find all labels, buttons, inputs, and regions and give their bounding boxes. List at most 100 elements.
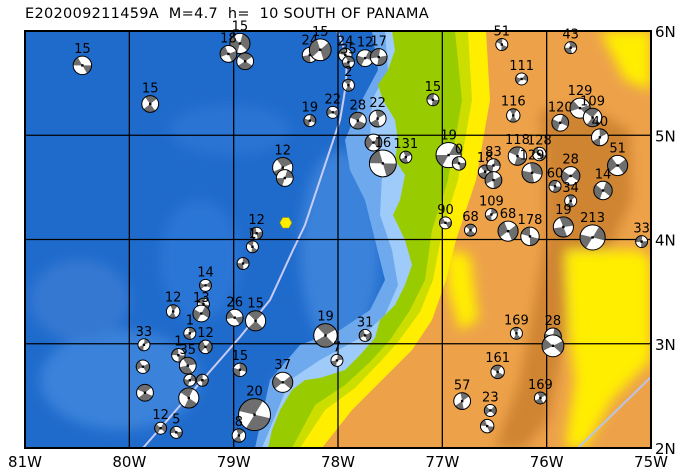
focal-mechanism-beachball[interactable]: 109	[479, 194, 504, 221]
focal-mechanism-beachball[interactable]: 28	[560, 153, 581, 186]
focal-mechanism-beachball[interactable]: 15	[244, 297, 267, 332]
focal-mechanism-beachball[interactable]: 60	[547, 166, 564, 193]
compression-quadrant	[487, 426, 494, 433]
focal-mechanism-beachball[interactable]: 51	[494, 25, 511, 52]
focal-mechanism-beachball[interactable]: 28	[348, 98, 367, 130]
focal-mechanism-beachball[interactable]: 16	[368, 136, 397, 178]
depth-label: 15	[312, 25, 329, 40]
beachball-outline	[192, 304, 211, 323]
focal-mechanism-beachball[interactable]: 131	[393, 137, 418, 164]
beachball-outline	[509, 326, 523, 340]
focal-mechanism-beachball[interactable]: 40	[590, 115, 609, 147]
focal-mechanism-beachball[interactable]: 68	[462, 210, 479, 237]
focal-mechanism-beachball[interactable]: 35	[178, 343, 197, 375]
focal-mechanism-beachball[interactable]	[364, 133, 383, 152]
focal-mechanism-beachball[interactable]: 19	[552, 203, 574, 238]
focal-mechanism-beachball[interactable]: 2	[341, 65, 355, 92]
focal-mechanism-beachball[interactable]: 23	[482, 390, 499, 417]
focal-mechanism-beachball[interactable]: 12	[152, 408, 169, 435]
focal-mechanism-beachball[interactable]: 14	[197, 265, 214, 292]
focal-mechanism-beachball[interactable]: 22	[325, 92, 342, 119]
focal-mechanism-beachball[interactable]: 5	[169, 412, 183, 439]
p-axis-dot	[444, 221, 447, 225]
focal-mechanism-beachball[interactable]: 0	[451, 143, 467, 171]
focal-mechanism-beachball[interactable]: 116	[501, 95, 526, 123]
focal-mechanism-beachball[interactable]: 111	[509, 59, 534, 86]
focal-mechanism-beachball[interactable]: 12	[356, 36, 375, 68]
focal-mechanism-beachball[interactable]	[236, 256, 250, 270]
compression-quadrant	[178, 355, 186, 362]
focal-mechanism-beachball[interactable]: 17	[369, 35, 388, 66]
focal-mechanism-beachball[interactable]: 19	[302, 101, 319, 128]
focal-mechanism-beachball[interactable]: 15	[141, 82, 160, 113]
focal-mechanism-beachball[interactable]: 1	[171, 334, 186, 363]
focal-mechanism-beachball[interactable]	[236, 52, 255, 71]
focal-mechanism-beachball[interactable]: 34	[562, 181, 579, 208]
compression-quadrant	[276, 177, 285, 187]
focal-mechanism-beachball[interactable]: 20	[238, 385, 271, 432]
focal-mechanism-beachball[interactable]: 43	[562, 28, 579, 55]
focal-mechanism-beachball[interactable]: 22	[368, 96, 387, 128]
p-axis-dot	[460, 399, 464, 403]
focal-mechanism-beachball[interactable]: 33	[633, 222, 650, 249]
depth-label: 15	[232, 349, 249, 364]
compression-quadrant	[309, 39, 321, 58]
compression-quadrant	[561, 170, 571, 183]
focal-mechanism-beachball[interactable]: 169	[528, 378, 553, 405]
focal-mechanism-beachball[interactable]: 169	[504, 313, 529, 340]
depth-label: 169	[504, 313, 529, 328]
focal-mechanism-beachball[interactable]: 31	[357, 315, 374, 342]
beachball-outline	[507, 146, 528, 166]
focal-mechanism-beachball[interactable]: 19	[313, 310, 338, 348]
focal-mechanism-beachball[interactable]	[136, 383, 154, 402]
beachball-outline	[272, 371, 294, 393]
focal-mechanism-beachball[interactable]: 178	[518, 213, 543, 247]
focal-mechanism-beachball[interactable]	[484, 171, 503, 189]
beachball-outline	[195, 373, 209, 387]
focal-mechanism-beachball[interactable]: 13	[192, 291, 211, 323]
focal-mechanism-beachball[interactable]: 118	[505, 133, 530, 166]
focal-mechanism-beachball[interactable]: 15	[425, 80, 442, 107]
focal-mechanism-beachball[interactable]: 35	[340, 42, 357, 69]
focal-mechanism-beachball[interactable]: 12	[248, 213, 265, 240]
focal-mechanism-beachball[interactable]: 15	[308, 25, 332, 62]
focal-mechanism-beachball[interactable]: 14	[593, 167, 613, 201]
focal-mechanism-beachball[interactable]: 90	[437, 203, 454, 230]
focal-mechanism-beachball[interactable]: 12	[197, 326, 214, 355]
focal-mechanism-beachball[interactable]	[183, 373, 197, 387]
focal-mechanism-beachball[interactable]: 128	[527, 133, 552, 162]
focal-mechanism-beachball[interactable]: 129	[520, 149, 545, 184]
focal-mechanism-beachball[interactable]	[541, 334, 565, 358]
focal-mechanism-beachball[interactable]: 15	[72, 42, 93, 76]
focal-mechanism-beachball[interactable]: 1	[183, 313, 197, 340]
focal-mechanism-beachball[interactable]: 161	[485, 351, 510, 380]
p-axis-dot	[506, 229, 510, 233]
beachball-outline	[165, 304, 181, 319]
beachball-outline	[560, 166, 581, 186]
focal-mechanism-beachball[interactable]: 8	[231, 415, 247, 443]
focal-mechanism-beachball[interactable]: 57	[453, 379, 472, 410]
focal-mechanism-beachball[interactable]	[195, 373, 209, 387]
focal-mechanism-beachball[interactable]: 15	[232, 349, 249, 378]
focal-mechanism-beachball[interactable]: 18	[219, 32, 238, 63]
focal-mechanism-beachball[interactable]: 37	[272, 358, 294, 393]
focal-mechanism-beachball[interactable]: 213	[579, 211, 606, 251]
focal-mechanism-beachball[interactable]: 7	[330, 340, 344, 367]
depth-label: 118	[505, 133, 530, 148]
focal-mechanism-beachball[interactable]: 24	[337, 34, 354, 63]
compression-quadrant	[284, 169, 294, 178]
focal-mechanism-beachball[interactable]	[135, 359, 151, 374]
focal-mechanism-beachball[interactable]: 51	[607, 141, 629, 177]
focal-mechanism-beachball[interactable]	[178, 387, 200, 409]
focal-mechanism-beachball[interactable]: 109	[580, 94, 605, 128]
focal-mechanism-beachball[interactable]: 83	[485, 145, 502, 173]
focal-mechanism-beachball[interactable]	[479, 418, 495, 434]
focal-mechanism-beachball[interactable]: 26	[225, 295, 244, 327]
focal-mechanism-beachball[interactable]: 12	[165, 291, 182, 319]
focal-mechanism-beachball[interactable]	[275, 169, 294, 187]
focal-mechanism-beachball[interactable]: 120	[548, 100, 573, 132]
focal-mechanism-beachball[interactable]: 33	[136, 325, 153, 352]
compression-quadrant	[569, 100, 581, 112]
focal-mechanism-beachball[interactable]: 68	[497, 207, 519, 242]
focal-mechanism-beachball[interactable]: 1	[245, 227, 259, 254]
